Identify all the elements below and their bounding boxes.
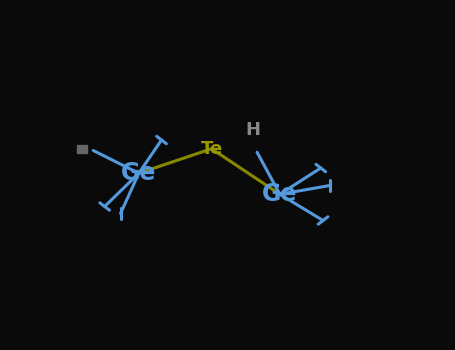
Text: Ge: Ge — [121, 161, 157, 185]
Text: H: H — [245, 120, 260, 139]
Text: Te: Te — [201, 140, 222, 158]
Text: Ge: Ge — [262, 182, 298, 206]
Bar — [77, 145, 87, 153]
